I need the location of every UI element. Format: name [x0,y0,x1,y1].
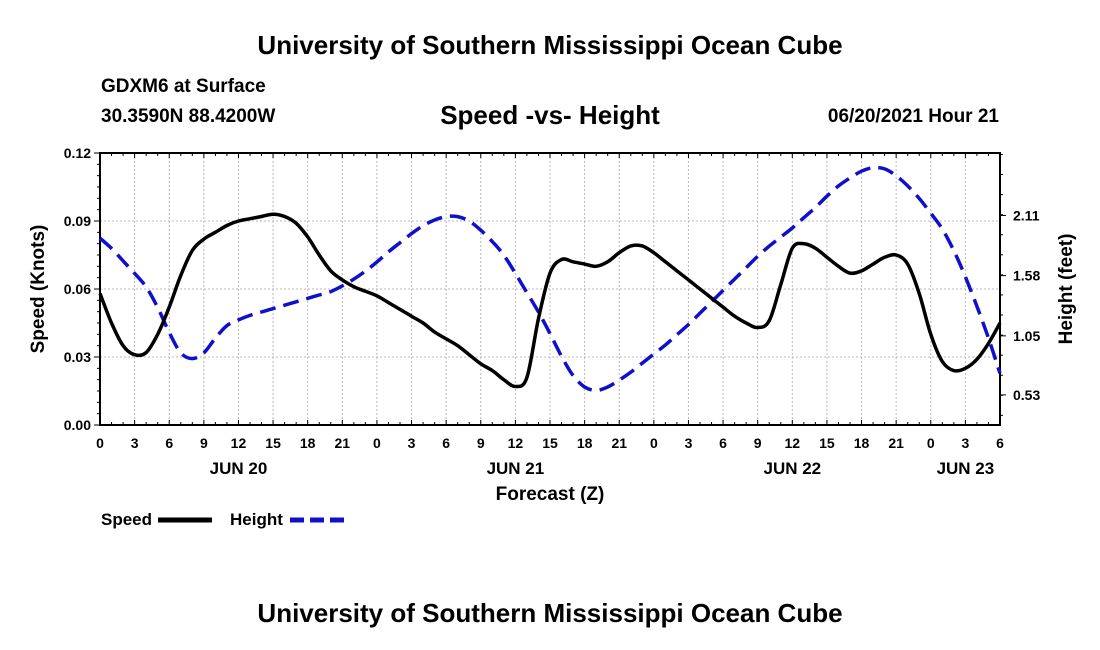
x-tick-label: 0 [373,435,381,451]
x-tick-label: 9 [477,435,485,451]
x-tick-label: 15 [542,435,558,451]
x-tick-label: 0 [96,435,104,451]
station-label: GDXM6 at Surface [101,76,266,97]
footer-title: University of Southern Mississippi Ocean… [257,598,843,628]
x-tick-label: 18 [854,435,870,451]
x-tick-label: 18 [577,435,593,451]
x-tick-label: 3 [961,435,969,451]
x-tick-label: 3 [408,435,416,451]
y2-tick-label: 1.05 [1013,328,1040,344]
y-tick-label: 0.06 [64,281,91,297]
legend-label-speed: Speed [101,510,152,529]
series-line-height [98,165,1002,393]
forecast-datetime: 06/20/2021 Hour 21 [827,106,999,127]
y2-tick-label: 0.53 [1013,387,1040,403]
axes: 0 3 6 9 12 15 18 21 0 3 6 9 12 15 18 21 0 3 6 9 12 15 18 21 0 3 6J… [64,145,1041,478]
x-tick-label: 6 [996,435,1004,451]
x-tick-label: 0 [650,435,658,451]
x-tick-label: 3 [685,435,693,451]
x-tick-label: 9 [754,435,762,451]
legend-label-height: Height [230,510,283,529]
y2-tick-label: 2.11 [1013,207,1040,223]
chart-title: Speed -vs- Height [440,100,660,130]
x-tick-label: 3 [131,435,139,451]
x-tick-label: 21 [888,435,904,451]
y2-tick-label: 1.58 [1013,268,1040,284]
x-day-label: JUN 22 [763,459,821,478]
x-tick-label: 21 [335,435,351,451]
x-tick-label: 21 [611,435,627,451]
x-axis-label: Forecast (Z) [496,484,605,505]
x-tick-label: 0 [927,435,935,451]
x-tick-label: 18 [300,435,316,451]
x-tick-label: 9 [200,435,208,451]
x-tick-label: 6 [719,435,727,451]
x-day-label: JUN 23 [937,459,995,478]
y-tick-label: 0.12 [64,145,91,161]
x-tick-label: 6 [442,435,450,451]
x-day-label: JUN 20 [210,459,268,478]
y-tick-label: 0.03 [64,349,91,365]
x-day-label: JUN 21 [487,459,545,478]
y-tick-label: 0.00 [64,417,91,433]
x-tick-label: 6 [165,435,173,451]
legend: Speed Height [101,510,344,529]
x-tick-label: 12 [231,435,247,451]
y-tick-label: 0.09 [64,213,91,229]
x-tick-label: 12 [785,435,801,451]
grid [100,153,1000,425]
series [98,165,1002,393]
x-tick-label: 15 [819,435,835,451]
x-tick-label: 12 [508,435,524,451]
series-line-speed [98,212,1002,389]
station-coordinates: 30.3590N 88.4200W [101,106,276,127]
y2-axis-label: Height (feet) [1056,234,1077,345]
page-title: University of Southern Mississippi Ocean… [257,30,843,60]
y-axis-label: Speed (Knots) [28,225,49,354]
x-tick-label: 15 [265,435,281,451]
